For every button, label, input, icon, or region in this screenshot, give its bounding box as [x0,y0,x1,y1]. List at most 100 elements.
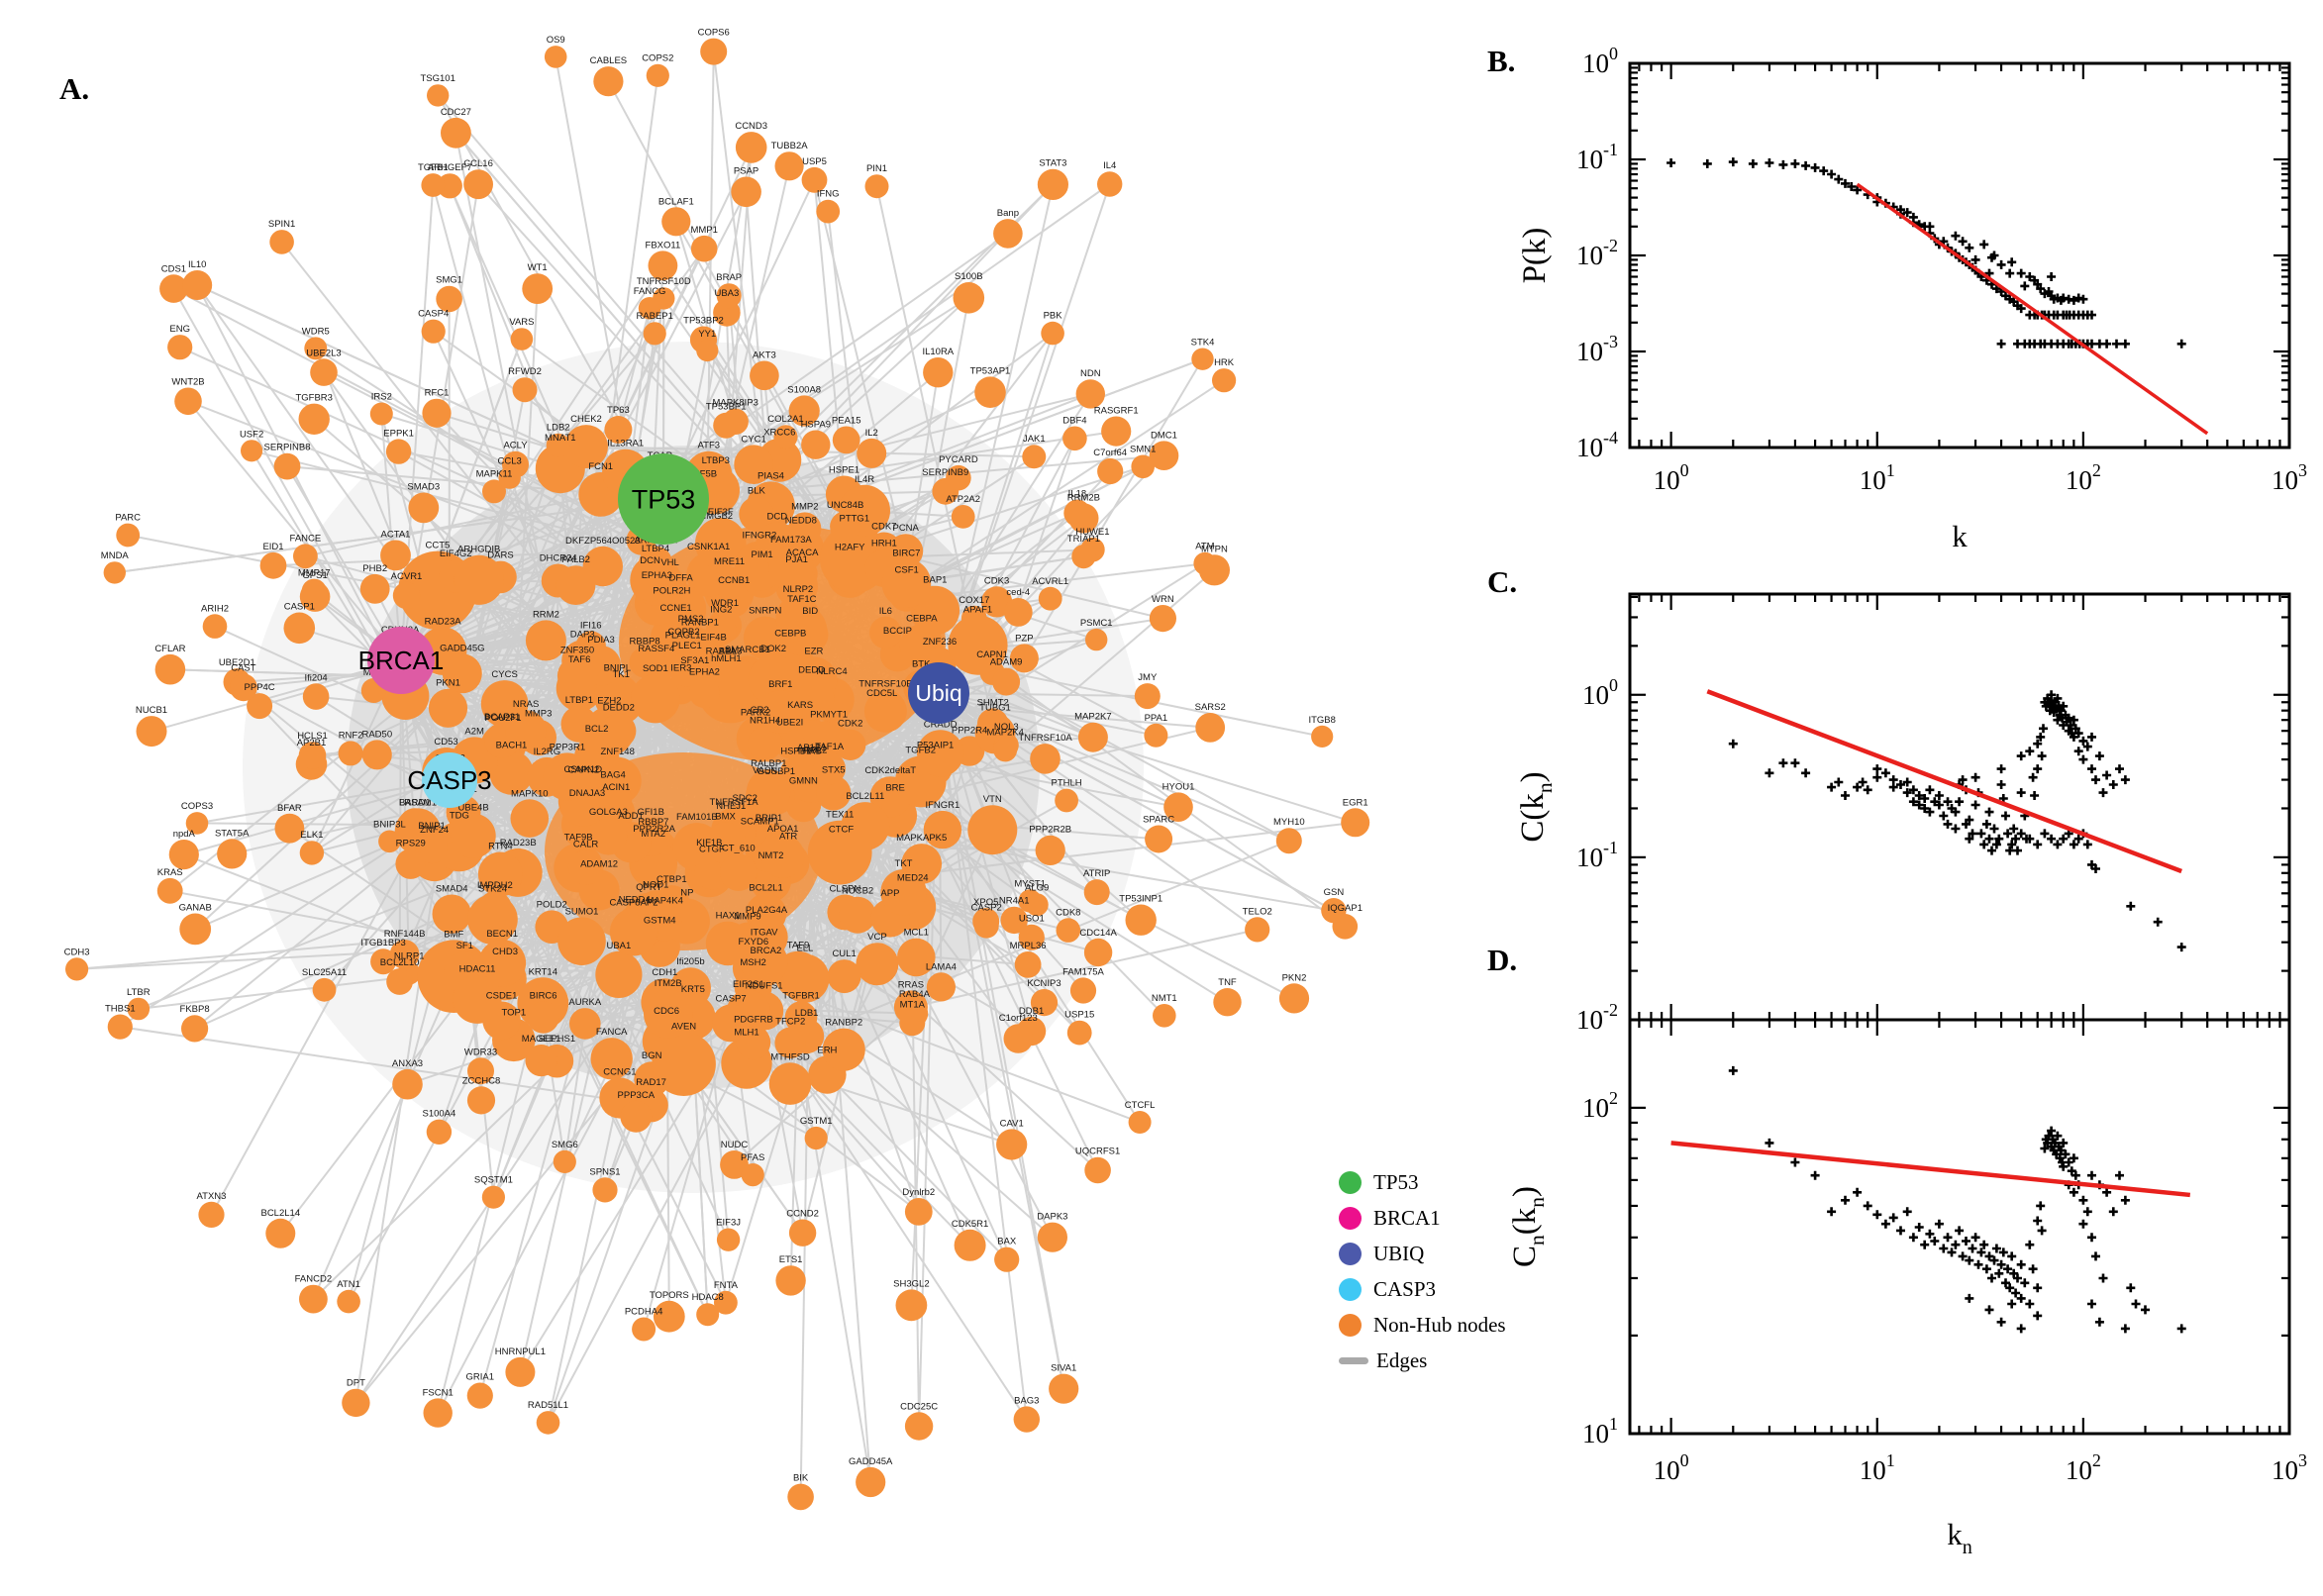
network-node [179,913,212,946]
node-label: IER3 [670,663,691,674]
network-node [857,438,887,468]
node-label: BCCIP [883,626,912,637]
network-node [416,832,448,864]
node-label: RFC1 [425,388,450,399]
node-label: RASGRF1 [1094,406,1139,417]
network-node [787,1483,814,1511]
network-node [895,1289,928,1322]
node-label: EGR1 [1343,797,1368,808]
node-label: KRAS [157,867,183,878]
node-label: RANBP2 [825,1018,862,1029]
node-label: IL6 [879,606,892,617]
node-label: SPNS1 [589,1166,620,1177]
node-label: IL2 [865,428,878,439]
node-labels-layer: MNDA Ifi205b ZNF24 USF2 BCCIP TAF6 WDR33 POLR2H… [64,28,1368,1484]
chart-B: 100 10-1 10-2 10-3 10-4 100 101 102 103 k P(k) [1517,44,2307,553]
node-label: RAB4A [899,989,931,1000]
node-label: PDIA3 [587,635,614,646]
node-label: ATRIP [1083,868,1110,879]
network-node [299,841,325,865]
network-node [594,673,641,721]
node-label: MMP3 [525,709,552,720]
node-label: ACLY [503,441,528,451]
network-node [463,169,493,200]
node-label: CCNG1 [603,1066,636,1077]
node-label: TGFBR1 [782,990,819,1001]
node-label: MAPK11 [476,468,513,479]
network-node [510,799,550,838]
node-label: TUBB2A [771,141,809,151]
network-node [556,655,598,696]
node-label: Ifi205b [676,956,705,967]
node-label: MAP4K4 [646,896,683,907]
node-label: ZCCHC8 [462,1075,501,1086]
node-label: IFNGR2 [742,531,776,542]
node-label: KRT5 [681,984,705,995]
node-label: IL2RG [534,747,560,757]
node-label: MT1A [900,999,926,1010]
network-node [385,439,412,464]
network-node [1144,723,1168,748]
node-label: GRIA1 [466,1372,495,1383]
node-label: GPS1 [302,570,327,581]
node-label: FBXO11 [646,240,681,250]
network-node [1101,416,1132,447]
node-label: FAM101B [676,812,718,823]
network-node [156,877,183,904]
node-label: PPP2R4 [952,725,987,736]
node-label: HSPB1 [780,747,811,757]
tick-label: 100 [1582,44,1618,78]
network-node [1003,598,1033,627]
network-node [481,1185,505,1209]
chart-C: 100 10-1 10-2 C(kn) [1515,592,2291,1035]
node-label: PHB2 [362,563,387,574]
panel-label-a: A. [59,71,90,106]
node-label: CTCF [829,825,855,836]
node-label: TGFB2 [905,746,936,756]
node-label: IL4R [855,474,874,485]
node-label: TNF [1218,977,1237,988]
node-label: FXYD6 [738,937,768,948]
node-label: EIF3J [716,1218,741,1229]
network-node [428,688,468,728]
node-label: BCLAF1 [658,196,694,207]
node-label: HSPA9 [801,420,831,431]
network-node [1049,1373,1079,1404]
node-label: BID [802,606,818,617]
node-label: ARIH2 [201,603,229,614]
network-node [301,578,327,604]
tick-label: 10-1 [1576,140,1618,174]
node-label: ZNF236 [923,637,957,648]
node-label: CYC1 [741,434,765,445]
network-node [722,408,749,435]
axis-label: C(kn) [1515,771,1557,842]
network-node [241,440,263,462]
network-node [669,651,705,687]
network-node [601,713,637,748]
node-label: ATP2A2 [946,494,980,505]
network-node [1013,1406,1040,1433]
network-node [441,117,471,149]
node-label: BAG4 [600,770,625,781]
network-node [466,1382,493,1409]
network-node [482,479,506,504]
node-label: WDR5 [302,327,330,338]
node-label: IL10 [188,259,207,270]
legend-label: BRCA1 [1373,1205,1441,1230]
network-node [689,677,720,709]
network-node [700,38,728,65]
node-label: ETS1 [779,1254,803,1265]
node-label: SDC2 [733,793,758,804]
network-node [505,710,547,751]
node-label: HAX1 [716,911,741,922]
node-label: SEPHS1 [539,1034,576,1045]
network-node [750,360,779,391]
network-node [338,741,363,766]
network-node [1037,168,1068,200]
network-node [1055,788,1078,813]
network-node [560,706,598,743]
node-label: CCNE1 [659,603,691,614]
node-label: CTCFL [1125,1100,1156,1111]
node-label: CCND2 [786,1209,819,1220]
network-node [804,1126,828,1150]
